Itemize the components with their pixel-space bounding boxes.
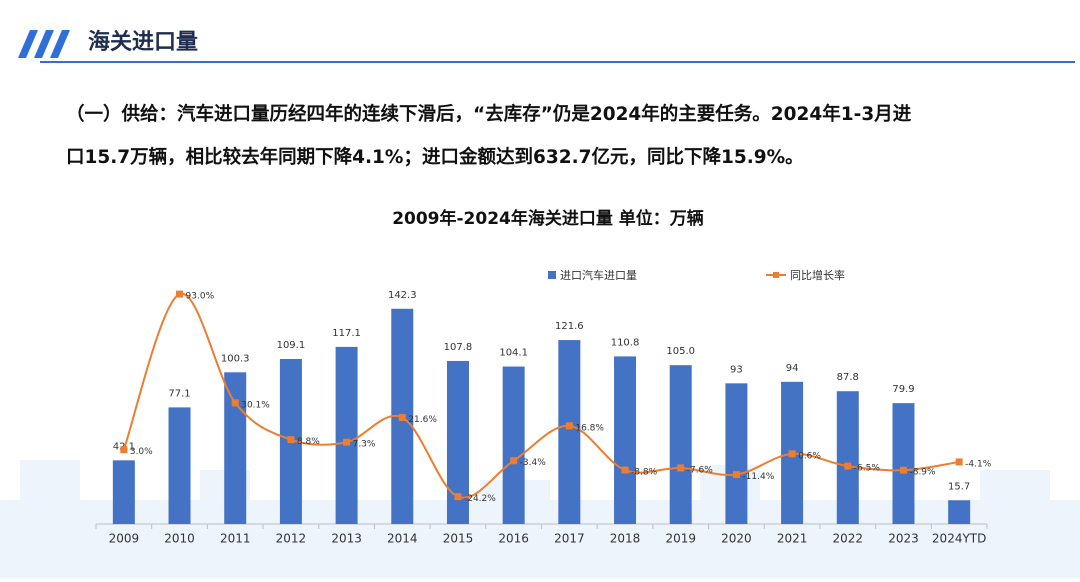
line-label: 3.0% xyxy=(130,447,153,457)
legend-label: 同比增长率 xyxy=(790,268,845,282)
bar xyxy=(502,366,525,524)
bar xyxy=(224,372,247,524)
line-marker xyxy=(621,466,629,474)
line-label: 16.8% xyxy=(575,423,604,433)
line-label: -8.8% xyxy=(631,468,658,478)
bar-label: 117.1 xyxy=(332,328,361,339)
legend-label: 进口汽车进口量 xyxy=(560,268,637,282)
x-tick-label: 2011 xyxy=(220,532,251,546)
x-tick-label: 2024YTD xyxy=(932,532,986,546)
bar xyxy=(614,356,637,524)
line-marker xyxy=(231,399,239,407)
bar xyxy=(892,403,915,524)
bar-label: 109.1 xyxy=(277,340,306,351)
bar xyxy=(335,346,358,524)
x-tick-label: 2013 xyxy=(331,532,362,546)
bar xyxy=(446,360,469,524)
bar-label: 87.8 xyxy=(837,372,859,383)
line-marker xyxy=(120,446,128,454)
bar-label: 110.8 xyxy=(611,337,640,348)
line-label: -3.4% xyxy=(520,458,547,468)
x-tick-label: 2023 xyxy=(888,532,919,546)
line-label: 21.6% xyxy=(408,415,437,425)
bar-label: 107.8 xyxy=(444,342,473,353)
bar-label: 142.3 xyxy=(388,290,417,301)
bar-label: 77.1 xyxy=(168,388,190,399)
bar xyxy=(558,340,581,524)
x-tick-label: 2022 xyxy=(833,532,864,546)
line-marker xyxy=(955,458,963,466)
x-tick-label: 2021 xyxy=(777,532,808,546)
bar-label: 15.7 xyxy=(948,481,970,492)
line-marker xyxy=(788,450,796,458)
x-tick-label: 2009 xyxy=(109,532,140,546)
x-tick-label: 2017 xyxy=(554,532,585,546)
line-label: -6.5% xyxy=(854,464,881,474)
bar xyxy=(112,460,135,524)
bar-label: 104.1 xyxy=(499,348,528,359)
chart-title: 2009年-2024年海关进口量 单位：万辆 xyxy=(392,208,704,229)
header-icon xyxy=(18,30,70,58)
line-marker xyxy=(287,436,295,444)
line-label: 8.8% xyxy=(297,437,320,447)
bar xyxy=(725,383,748,524)
line-marker xyxy=(343,438,351,446)
bar-label: 105.0 xyxy=(666,346,695,357)
header-title: 海关进口量 xyxy=(88,29,198,55)
line-marker xyxy=(510,457,518,465)
x-tick-label: 2016 xyxy=(498,532,529,546)
line-marker xyxy=(565,422,573,430)
x-tick-label: 2012 xyxy=(276,532,307,546)
line-label: 30.1% xyxy=(241,400,270,410)
line-label: -7.6% xyxy=(687,465,714,475)
x-tick-label: 2020 xyxy=(721,532,752,546)
line-marker xyxy=(176,290,184,298)
line-label: 0.6% xyxy=(798,451,821,461)
line-label: 7.3% xyxy=(353,440,376,450)
line-marker xyxy=(899,466,907,474)
legend-swatch xyxy=(548,271,556,279)
paragraph-line: （一）供给：汽车进口量历经四年的连续下滑后，“去库存”仍是2024年的主要任务。… xyxy=(66,103,912,125)
bar-label: 100.3 xyxy=(221,353,250,364)
line-label: -8.9% xyxy=(909,468,936,478)
line-marker xyxy=(677,464,685,472)
x-tick-label: 2019 xyxy=(665,532,696,546)
line-marker xyxy=(454,493,462,501)
line-marker xyxy=(844,462,852,470)
line-label: -4.1% xyxy=(965,459,992,469)
line-label: -24.2% xyxy=(464,494,496,504)
x-tick-label: 2018 xyxy=(610,532,641,546)
bar xyxy=(836,391,859,524)
bar xyxy=(948,500,971,524)
line-marker xyxy=(732,471,740,479)
bar-label: 121.6 xyxy=(555,321,584,332)
legend-swatch xyxy=(773,272,779,278)
bar-label: 94 xyxy=(786,363,799,374)
bar-label: 93 xyxy=(730,364,743,375)
line-label: -11.4% xyxy=(742,472,774,482)
bar xyxy=(168,407,191,524)
line-label: 93.0% xyxy=(186,292,215,302)
bar xyxy=(669,365,692,524)
x-tick-label: 2015 xyxy=(443,532,474,546)
line xyxy=(122,292,960,499)
paragraph-line: 口15.7万辆，相比较去年同期下降4.1%；进口金额达到632.7亿元，同比下降… xyxy=(66,146,804,168)
bar-label: 79.9 xyxy=(892,384,914,395)
line-marker xyxy=(398,414,406,422)
x-tick-label: 2014 xyxy=(387,532,418,546)
x-tick-label: 2010 xyxy=(164,532,195,546)
